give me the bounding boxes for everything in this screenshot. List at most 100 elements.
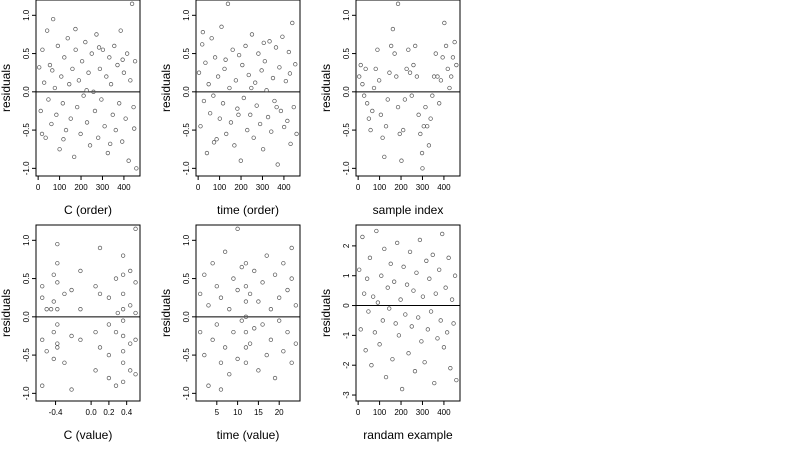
- data-point: [442, 20, 447, 26]
- data-point: [426, 143, 432, 148]
- data-point: [411, 62, 416, 68]
- data-point: [123, 116, 128, 121]
- data-point: [385, 285, 390, 290]
- x-tick-label: 0: [356, 183, 361, 192]
- y-tick-label: 0.5: [182, 47, 191, 59]
- data-point: [421, 124, 426, 129]
- data-point: [373, 66, 378, 72]
- x-axis-label: randam example: [363, 428, 453, 442]
- data-point: [239, 318, 244, 323]
- data-point: [38, 108, 43, 114]
- data-point: [200, 29, 206, 35]
- data-point: [41, 80, 47, 85]
- x-tick-label: 400: [277, 183, 291, 192]
- data-point: [55, 345, 60, 350]
- data-point: [385, 97, 390, 102]
- y-tick-label: 1: [342, 273, 351, 278]
- data-point: [78, 268, 83, 274]
- data-point: [218, 360, 224, 365]
- data-point: [390, 26, 396, 32]
- data-point: [241, 95, 246, 101]
- data-point: [40, 284, 45, 289]
- data-point: [267, 39, 272, 44]
- plot-frame: [195, 224, 301, 402]
- data-point: [432, 380, 437, 386]
- data-point: [261, 40, 266, 46]
- residual-panel-1: 0 100 200 300 400 1.0 0.5 0.0 -0.5 -1.0 C (order) r…: [0, 0, 141, 217]
- y-tick-label: 0: [342, 303, 351, 308]
- data-point: [438, 78, 444, 83]
- y-tick-label: 1.0: [342, 9, 351, 21]
- data-point: [55, 307, 60, 312]
- data-point: [285, 287, 290, 293]
- data-point: [401, 264, 406, 269]
- data-point: [283, 78, 288, 84]
- data-point: [397, 131, 402, 137]
- data-point: [272, 98, 277, 104]
- data-point: [51, 329, 56, 335]
- data-point: [404, 66, 409, 72]
- data-point: [247, 341, 253, 346]
- data-point: [37, 65, 42, 70]
- data-point: [210, 261, 215, 266]
- data-point: [133, 310, 138, 316]
- data-point: [411, 288, 416, 293]
- data-point: [264, 352, 269, 358]
- data-point: [291, 104, 296, 110]
- data-point: [358, 62, 363, 68]
- data-point: [287, 71, 293, 76]
- data-point: [389, 43, 394, 49]
- data-point: [422, 360, 427, 365]
- data-point: [357, 74, 362, 79]
- data-point: [380, 135, 385, 140]
- data-point: [230, 47, 235, 52]
- y-tick-label: 0.0: [22, 311, 31, 323]
- data-point: [260, 280, 265, 285]
- data-point: [94, 32, 99, 37]
- x-tick-label: 20: [275, 408, 284, 417]
- data-point: [69, 387, 74, 392]
- data-point: [128, 78, 133, 83]
- data-point: [273, 45, 279, 50]
- x-tick-label: 100: [53, 183, 67, 192]
- y-tick-label: -1.0: [22, 386, 31, 400]
- data-point: [428, 309, 434, 314]
- data-point: [55, 261, 60, 266]
- x-tick-label: 0.4: [121, 408, 133, 417]
- data-point: [272, 375, 278, 381]
- data-point: [277, 295, 282, 300]
- data-point: [240, 62, 245, 68]
- data-point: [396, 333, 402, 338]
- data-point: [93, 284, 98, 289]
- data-point: [133, 337, 138, 342]
- data-point: [231, 329, 236, 335]
- data-point: [92, 108, 98, 114]
- data-point: [201, 98, 207, 104]
- y-tick-label: 2: [342, 243, 351, 248]
- data-point: [365, 101, 370, 106]
- data-point: [215, 74, 221, 79]
- data-point: [63, 127, 69, 133]
- data-point: [113, 329, 119, 335]
- data-point: [367, 255, 373, 260]
- data-point: [120, 253, 126, 258]
- data-point: [132, 126, 137, 131]
- data-point: [409, 324, 414, 329]
- data-point: [243, 43, 248, 49]
- data-point: [83, 39, 88, 45]
- data-point: [260, 147, 266, 152]
- data-point: [399, 158, 404, 163]
- data-point: [68, 116, 73, 121]
- data-point: [81, 93, 86, 98]
- data-point: [407, 70, 413, 75]
- data-point: [44, 349, 49, 354]
- residual-panel-3: 0 100 200 300 400 1.0 0.5 0.0 -0.5 -1.0 sample ind…: [319, 0, 461, 217]
- y-tick-label: 0.5: [22, 47, 31, 59]
- data-point: [120, 360, 126, 365]
- data-point: [253, 80, 258, 85]
- data-point: [281, 261, 286, 266]
- data-point: [446, 255, 451, 260]
- data-point: [128, 368, 133, 373]
- data-point: [452, 273, 458, 278]
- data-point: [413, 43, 418, 49]
